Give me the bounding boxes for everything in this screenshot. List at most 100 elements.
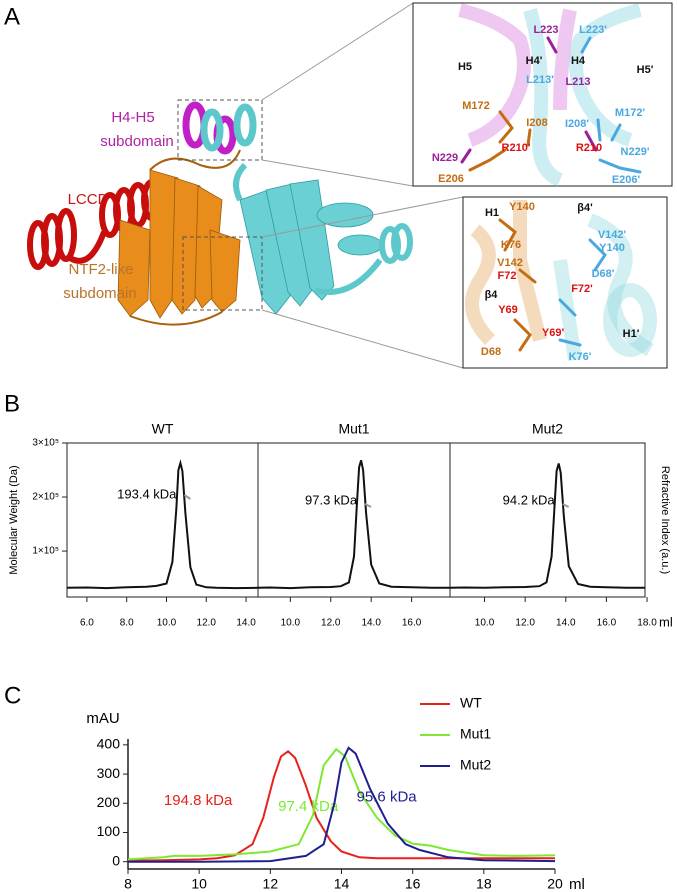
legend-label: Mut2 <box>460 757 491 773</box>
structure-label: Y69' <box>542 327 565 339</box>
y-tick-label: 400 <box>97 736 121 752</box>
structure-label: subdomain <box>63 285 136 302</box>
annotation-tick <box>562 503 570 508</box>
structure-label: M172' <box>615 107 646 119</box>
structure-label: β4 <box>485 289 499 301</box>
x-tick-label: 12.0 <box>515 618 535 629</box>
y-tick-label: 300 <box>97 765 121 781</box>
chart-title: Mut1 <box>338 421 369 437</box>
x-tick-label: 10 <box>191 876 207 892</box>
structure-label: D68' <box>592 268 615 280</box>
x-tick-label: 8.0 <box>120 618 134 629</box>
structure-label: V142' <box>598 229 627 241</box>
x-tick-label: 16.0 <box>402 618 422 629</box>
plot-frame <box>449 442 646 598</box>
y2-axis-label: Refractive Index (a.u.) <box>659 466 671 574</box>
annotation-tick <box>364 503 372 508</box>
structure-label: M172 <box>462 100 490 112</box>
plot-frame <box>257 442 451 598</box>
peak-annotation: 97.3 kDa <box>305 492 358 507</box>
structure-label: H1 <box>485 207 499 219</box>
structure-label: H5' <box>637 64 654 76</box>
structure-label: V142 <box>497 257 523 269</box>
structure-label: K76' <box>569 351 592 363</box>
structure-label: I208 <box>526 117 547 129</box>
x-tick-label: 10.0 <box>281 618 301 629</box>
structure-label: Y140 <box>509 201 535 213</box>
data-line <box>257 460 450 590</box>
structure-label: L223 <box>533 24 558 36</box>
structure-label: L213' <box>526 74 554 86</box>
y-tick-label: 3×10⁵ <box>32 438 59 449</box>
x-tick-label: 10.0 <box>157 618 177 629</box>
structure-label: Y140 <box>599 242 625 254</box>
x-axis-label: ml <box>659 614 673 629</box>
y-tick-label: 1×10⁵ <box>32 546 59 557</box>
legend-label: WT <box>460 695 482 711</box>
structure-label: H4 <box>571 55 586 67</box>
y-tick-label: 0 <box>112 852 120 868</box>
peak-annotation: 94.2 kDa <box>503 492 556 507</box>
structure-label: H4' <box>526 55 543 67</box>
annotation-tick <box>183 494 191 500</box>
data-line <box>127 750 555 862</box>
y-axis-label: Molecular Weight (Da) <box>8 465 20 574</box>
x-tick-label: 8 <box>124 876 132 892</box>
plot-frame <box>66 442 259 598</box>
structure-drawing <box>27 2 673 369</box>
structure-label: F72' <box>571 283 593 295</box>
structure-label: β4' <box>577 202 593 214</box>
structure-label: I208' <box>565 118 589 130</box>
structure-label: R210' <box>502 142 531 154</box>
data-line <box>66 459 259 590</box>
x-tick-label: 14.0 <box>361 618 381 629</box>
x-tick-label: 12.0 <box>321 618 341 629</box>
x-tick-label: 18.0 <box>637 618 657 629</box>
structure-label: Y69 <box>498 304 518 316</box>
panel-label: C <box>4 682 21 709</box>
peak-annotation: 194.8 kDa <box>164 792 233 809</box>
x-tick-label: 10.0 <box>475 618 495 629</box>
structure-label: NTF2-like <box>68 261 133 278</box>
structure-label: D68 <box>481 346 501 358</box>
structure-label: R210 <box>576 142 602 154</box>
x-tick-label: 16.0 <box>597 618 617 629</box>
chart-title: WT <box>152 421 174 437</box>
peak-annotation: 193.4 kDa <box>117 486 177 501</box>
y-tick-label: 200 <box>97 794 121 810</box>
structure-label: E206 <box>438 173 464 185</box>
structure-label: F72 <box>498 270 517 282</box>
structure-label: E206' <box>612 174 641 186</box>
x-tick-label: 12 <box>263 876 279 892</box>
data-line <box>449 463 645 589</box>
x-tick-label: 16 <box>405 876 421 892</box>
chart-title: Mut2 <box>532 421 563 437</box>
x-tick-label: 14 <box>334 876 350 892</box>
panel-label: B <box>4 390 20 417</box>
structure-label: subdomain <box>100 133 173 150</box>
x-tick-label: 12.0 <box>197 618 217 629</box>
y-axis-label: mAU <box>86 710 119 727</box>
x-tick-label: 18 <box>476 876 492 892</box>
legend-label: Mut1 <box>460 726 491 742</box>
structure-label: H1' <box>623 328 640 340</box>
y-tick-label: 2×10⁵ <box>32 492 59 503</box>
structure-label: H4-H5 <box>111 109 154 126</box>
x-tick-label: 14.0 <box>236 618 256 629</box>
x-axis-label: ml <box>569 876 585 892</box>
structure-label: H5 <box>458 61 472 73</box>
structure-label: N229' <box>621 146 650 158</box>
structure-label: K76 <box>501 239 521 251</box>
structure-label: L223' <box>579 24 607 36</box>
x-tick-label: 20 <box>547 876 563 892</box>
x-tick-label: 14.0 <box>556 618 576 629</box>
x-tick-label: 6.0 <box>80 618 94 629</box>
data-line <box>128 746 556 863</box>
structure-label: L213 <box>565 76 590 88</box>
panel-label: A <box>4 3 20 30</box>
y-tick-label: 100 <box>97 823 121 839</box>
peak-annotation: 95.6 kDa <box>357 789 418 806</box>
peak-annotation: 97.4 kDa <box>278 798 339 815</box>
structure-label: LCCD <box>68 191 109 208</box>
